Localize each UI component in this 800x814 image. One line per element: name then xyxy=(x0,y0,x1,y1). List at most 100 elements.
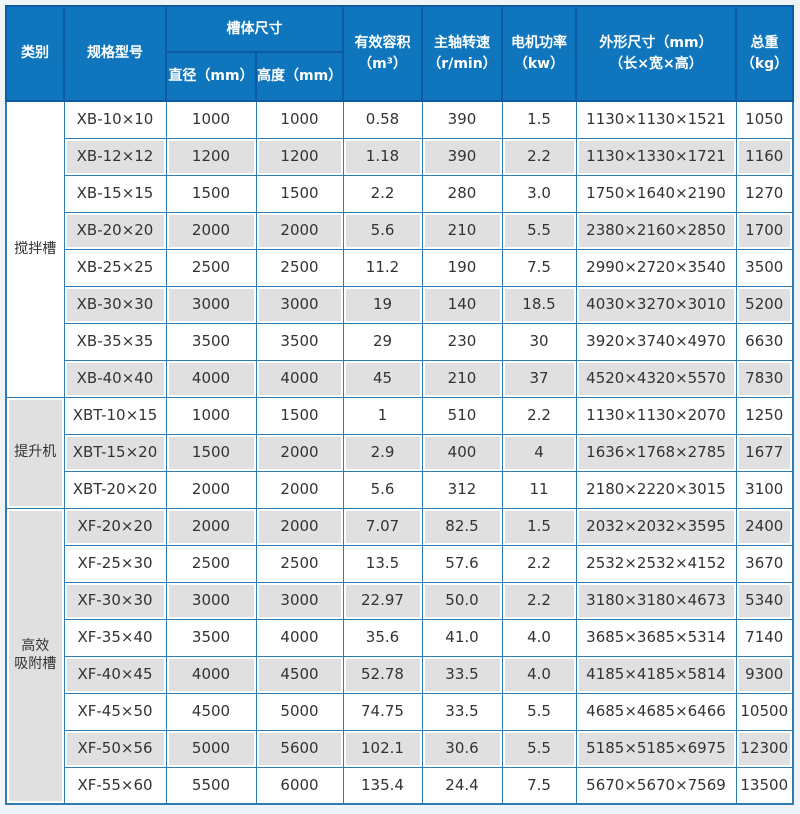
header-height: 高度（mm） xyxy=(255,51,344,102)
category-cell: 高效 吸附槽 xyxy=(5,507,65,805)
value-cell: 3180×3180×4673 xyxy=(575,581,737,620)
value-cell: 2500 xyxy=(255,248,344,287)
value-cell: 18.5 xyxy=(501,285,577,324)
value-cell: 1 xyxy=(342,396,423,435)
table-row: XF-55×60 5500 6000 135.4 24.4 7.5 5670×5670×75… xyxy=(6,766,794,805)
value-cell: 37 xyxy=(501,359,577,398)
value-cell: 1000 xyxy=(255,100,344,139)
category-cell: 搅拌槽 xyxy=(5,100,65,398)
header-volume-line2: （m³） xyxy=(358,55,407,72)
value-cell: 4 xyxy=(501,433,577,472)
value-cell: 135.4 xyxy=(342,766,423,805)
value-cell: 13500 xyxy=(735,766,794,805)
value-cell: 1750×1640×2190 xyxy=(575,174,737,213)
header-power: 电机功率 （kw） xyxy=(501,5,577,102)
value-cell: 1130×1130×2070 xyxy=(575,396,737,435)
header-dimensions: 外形尺寸（mm） （长×宽×高） xyxy=(575,5,737,102)
model-cell: XF-35×40 xyxy=(63,618,167,657)
value-cell: 1500 xyxy=(165,174,257,213)
value-cell: 6630 xyxy=(735,322,794,361)
model-cell: XF-45×50 xyxy=(63,692,167,731)
value-cell: 22.97 xyxy=(342,581,423,620)
table-row: XB-12×12 1200 1200 1.18 390 2.2 1130×1330×1721… xyxy=(6,137,794,176)
value-cell: 5200 xyxy=(735,285,794,324)
model-cell: XF-25×30 xyxy=(63,544,167,583)
value-cell: 3670 xyxy=(735,544,794,583)
header-volume: 有效容积 （m³） xyxy=(342,5,423,102)
spec-table: 类别 规格型号 槽体尺寸 有效容积 （m³） 主轴转速 （r/min） 电机功率… xyxy=(5,5,794,805)
value-cell: 33.5 xyxy=(421,692,503,731)
value-cell: 1700 xyxy=(735,211,794,250)
value-cell: 5.5 xyxy=(501,211,577,250)
value-cell: 13.5 xyxy=(342,544,423,583)
value-cell: 74.75 xyxy=(342,692,423,731)
value-cell: 2.2 xyxy=(501,137,577,176)
value-cell: 1130×1130×1521 xyxy=(575,100,737,139)
model-cell: XB-15×15 xyxy=(63,174,167,213)
value-cell: 3500 xyxy=(165,322,257,361)
table-row: XB-30×30 3000 3000 19 140 18.5 4030×3270×3010 5… xyxy=(6,285,794,324)
model-cell: XB-12×12 xyxy=(63,137,167,176)
value-cell: 5.5 xyxy=(501,692,577,731)
value-cell: 2000 xyxy=(165,211,257,250)
value-cell: 3000 xyxy=(255,285,344,324)
value-cell: 1160 xyxy=(735,137,794,176)
value-cell: 6000 xyxy=(255,766,344,805)
value-cell: 3100 xyxy=(735,470,794,509)
value-cell: 4000 xyxy=(165,655,257,694)
value-cell: 190 xyxy=(421,248,503,287)
header-speed-line2: （r/min） xyxy=(427,55,497,72)
table-row: 高效 吸附槽 XF-20×20 2000 2000 7.07 82.5 1.5 2032×20… xyxy=(5,507,794,805)
value-cell: 1200 xyxy=(255,137,344,176)
model-cell: XB-10×10 xyxy=(63,100,167,139)
header-tank-size: 槽体尺寸 xyxy=(165,5,344,53)
header-category: 类别 xyxy=(5,5,65,102)
table-row: XF-50×56 5000 5600 102.1 30.6 5.5 5185×5185×69… xyxy=(6,729,794,768)
value-cell: 1500 xyxy=(165,433,257,472)
model-cell: XB-25×25 xyxy=(63,248,167,287)
value-cell: 12300 xyxy=(735,729,794,768)
value-cell: 1270 xyxy=(735,174,794,213)
value-cell: 1250 xyxy=(735,396,794,435)
model-cell: XB-20×20 xyxy=(63,211,167,250)
value-cell: 4000 xyxy=(165,359,257,398)
value-cell: 3000 xyxy=(255,581,344,620)
value-cell: 82.5 xyxy=(421,507,503,546)
header-speed: 主轴转速 （r/min） xyxy=(421,5,503,102)
value-cell: 7.5 xyxy=(501,766,577,805)
table-row: XBT-15×20 1500 2000 2.9 400 4 1636×1768×2785 16… xyxy=(6,433,794,472)
value-cell: 2500 xyxy=(165,544,257,583)
value-cell: 57.6 xyxy=(421,544,503,583)
header-diameter: 直径（mm） xyxy=(165,51,257,102)
value-cell: 1050 xyxy=(735,100,794,139)
value-cell: 7.5 xyxy=(501,248,577,287)
table-body: 搅拌槽 XB-10×10 1000 1000 0.58 390 1.5 1130×1130×1… xyxy=(5,100,794,805)
value-cell: 210 xyxy=(421,211,503,250)
value-cell: 210 xyxy=(421,359,503,398)
value-cell: 2500 xyxy=(255,544,344,583)
value-cell: 5500 xyxy=(165,766,257,805)
table-row: 提升机 XBT-10×15 1000 1500 1 510 2.2 1130×1130×207… xyxy=(5,396,794,509)
model-cell: XB-30×30 xyxy=(63,285,167,324)
value-cell: 1636×1768×2785 xyxy=(575,433,737,472)
table-row: XB-15×15 1500 1500 2.2 280 3.0 1750×1640×2190 1… xyxy=(6,174,794,213)
value-cell: 4000 xyxy=(255,359,344,398)
table-row: XF-45×50 4500 5000 74.75 33.5 5.5 4685×4685×64… xyxy=(6,692,794,731)
value-cell: 11.2 xyxy=(342,248,423,287)
value-cell: 1500 xyxy=(255,396,344,435)
header-dimensions-line2: （长×宽×高） xyxy=(609,55,703,72)
value-cell: 4.0 xyxy=(501,618,577,657)
value-cell: 1677 xyxy=(735,433,794,472)
value-cell: 3.0 xyxy=(501,174,577,213)
value-cell: 1200 xyxy=(165,137,257,176)
value-cell: 2000 xyxy=(165,470,257,509)
table-row: XF-30×30 3000 3000 22.97 50.0 2.2 3180×3180×46… xyxy=(6,581,794,620)
model-cell: XF-20×20 xyxy=(63,507,167,546)
model-cell: XF-40×45 xyxy=(63,655,167,694)
value-cell: 35.6 xyxy=(342,618,423,657)
value-cell: 29 xyxy=(342,322,423,361)
table-row: XF-40×45 4000 4500 52.78 33.5 4.0 4185×4185×58… xyxy=(6,655,794,694)
header-speed-line1: 主轴转速 xyxy=(434,35,490,52)
value-cell: 2532×2532×4152 xyxy=(575,544,737,583)
